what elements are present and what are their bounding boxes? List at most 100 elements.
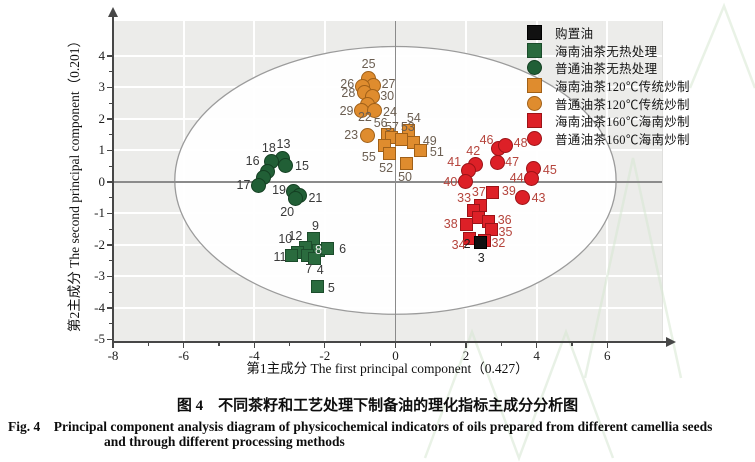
legend-label: 普通油茶120℃传统炒制 [555,97,690,112]
y-tick-label: 2 [98,110,106,126]
y-tick [107,55,112,57]
legend-item: 购置油 [527,24,690,42]
point-label: 46 [479,132,494,147]
y-minor-tick [109,228,112,230]
legend-label: 海南油茶120℃传统炒制 [555,80,690,95]
point-label: 39 [501,184,516,199]
data-point [359,127,375,143]
point-label: 28 [341,85,356,100]
point-label: 32 [491,235,506,250]
point-label: 19 [272,183,286,198]
gridline-horizontal [113,275,662,278]
point-label: 57 [384,119,399,134]
point-label: 13 [276,137,291,152]
y-tick-label: 1 [98,142,106,158]
zero-line-horizontal [113,181,662,183]
y-tick-label: 0 [98,173,106,189]
y-axis-spine [112,16,114,342]
data-point [457,173,473,189]
data-point [321,241,335,255]
point-label: 15 [295,158,309,173]
y-minor-tick [109,323,112,325]
y-tick [107,275,112,278]
data-point [287,190,303,206]
x-tick [253,343,255,348]
y-minor-tick [109,260,112,262]
y-tick [107,244,112,246]
x-minor-tick [288,343,291,346]
y-tick-label: -1 [94,205,105,221]
y-tick-label: -5 [94,331,105,347]
x-minor-tick [571,343,573,346]
gridline-horizontal [113,306,662,309]
caption-chinese: 图 4 不同茶籽和工艺处理下制备油的理化指标主成分分析图 [176,398,579,414]
x-minor-tick [218,343,220,346]
x-tick [183,343,185,348]
point-label: 43 [531,191,546,206]
legend-item: 普通油茶120℃传统炒制 [527,94,690,112]
x-axis-title: 第1主成分 The first principal component（0.42… [246,361,529,376]
point-label: 47 [505,155,520,170]
data-point [515,189,531,205]
point-label: 21 [308,190,323,205]
point-label: 4 [316,263,324,278]
caption-english: Fig. 4 Principal component analysis diag… [8,419,713,434]
x-tick-label: -2 [319,348,331,363]
y-minor-tick [109,134,112,136]
legend-circle-swatch-icon [527,60,542,76]
y-axis-title: 第2主成分 The second principal component（0.2… [67,33,82,333]
x-minor-tick [359,343,361,346]
x-minor-tick [500,343,502,346]
legend-item: 海南油茶160℃海南炒制 [527,112,690,130]
y-tick [107,86,112,89]
point-label: 5 [327,280,335,295]
y-minor-tick [109,71,112,73]
x-axis-arrow-icon [666,337,676,347]
x-tick-label: 0 [392,348,399,363]
x-axis-spine [112,341,668,343]
data-point [399,156,413,170]
legend-square-swatch-icon [527,113,542,129]
y-minor-tick [109,102,112,104]
y-minor-tick [109,165,112,167]
point-label: 33 [457,191,472,206]
legend-label: 普通油茶160℃海南炒制 [555,132,690,147]
point-label: 11 [273,250,287,265]
y-tick-label: -4 [94,299,105,315]
point-label: 23 [344,128,359,143]
legend-square-swatch-icon [527,25,542,41]
x-tick-label: -4 [248,348,260,363]
point-label: 24 [383,105,397,120]
legend: 购置油海南油茶无热处理 普通油茶无热处理海南油茶120℃传统炒制 普通油茶120℃传… [527,24,690,147]
y-tick-label: -3 [94,268,105,284]
legend-label: 海南油茶160℃海南炒制 [555,115,690,130]
point-label: 10 [278,232,293,247]
data-point [285,248,299,262]
point-label: 44 [509,170,524,185]
point-label: 48 [513,136,528,151]
point-label: 41 [447,155,462,169]
point-label: 18 [261,140,276,155]
point-label: 55 [361,149,376,164]
data-point [250,177,266,193]
data-point [382,147,396,161]
point-label: 25 [361,57,376,72]
point-label: 40 [443,175,458,190]
y-tick-label: 4 [98,47,106,63]
point-label: 6 [339,242,347,257]
point-label: 53 [400,120,415,135]
x-minor-tick [147,343,149,346]
data-point [489,154,505,170]
y-tick [107,338,112,341]
point-label: 42 [466,144,481,159]
y-minor-tick [109,291,112,293]
legend-item: 海南油茶120℃传统炒制 [527,77,690,95]
legend-label: 海南油茶无热处理 [555,44,658,59]
point-label: 38 [443,216,458,231]
legend-item: 普通油茶160℃海南炒制 [527,130,690,148]
data-point [460,218,474,232]
legend-label: 普通油茶无热处理 [555,62,658,77]
x-tick [324,343,326,348]
legend-square-swatch-icon [527,78,542,94]
